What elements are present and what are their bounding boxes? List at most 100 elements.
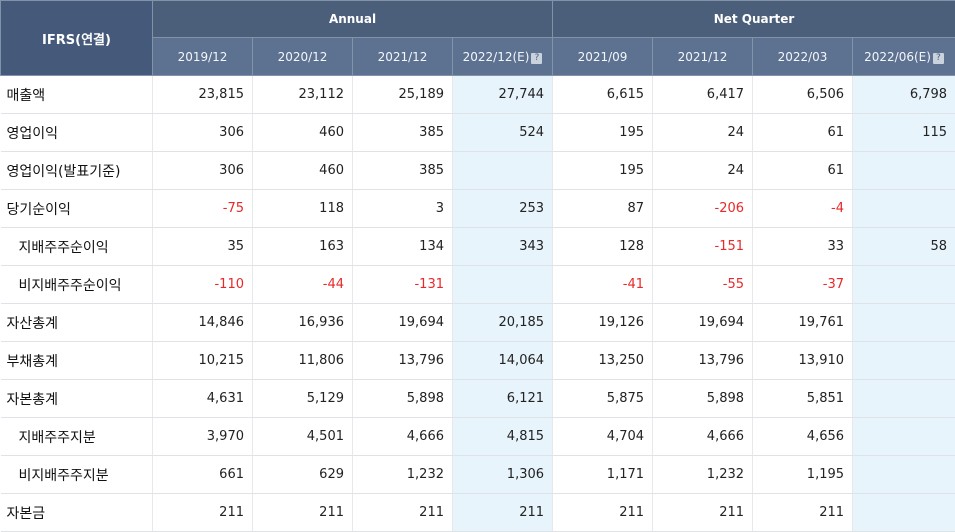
value-cell: 211: [353, 494, 453, 532]
value-cell: -37: [753, 266, 853, 304]
row-label: 지배주주순이익: [1, 228, 153, 266]
value-cell: 460: [253, 114, 353, 152]
value-cell: 211: [153, 494, 253, 532]
value-cell: [453, 266, 553, 304]
value-cell: 10,215: [153, 342, 253, 380]
value-cell: 211: [453, 494, 553, 532]
period-header: 2021/12: [653, 38, 753, 76]
period-header: 2022/03: [753, 38, 853, 76]
row-label: 자본총계: [1, 380, 153, 418]
value-cell: 4,815: [453, 418, 553, 456]
value-cell: 19,694: [653, 304, 753, 342]
value-cell: 14,064: [453, 342, 553, 380]
value-cell: 4,501: [253, 418, 353, 456]
value-cell: 16,936: [253, 304, 353, 342]
value-cell: 1,171: [553, 456, 653, 494]
value-cell: [853, 266, 955, 304]
question-icon[interactable]: ?: [531, 53, 542, 64]
value-cell: 13,796: [653, 342, 753, 380]
value-cell: 23,815: [153, 76, 253, 114]
header-group-row: IFRS(연결) Annual Net Quarter: [1, 1, 955, 38]
value-cell: 128: [553, 228, 653, 266]
value-cell: 629: [253, 456, 353, 494]
value-cell: 13,910: [753, 342, 853, 380]
row-label: 매출액: [1, 76, 153, 114]
value-cell: 11,806: [253, 342, 353, 380]
period-header: 2021/12: [353, 38, 453, 76]
value-cell: 306: [153, 114, 253, 152]
value-cell: 211: [753, 494, 853, 532]
value-cell: 61: [753, 114, 853, 152]
period-header: 2022/12(E)?: [453, 38, 553, 76]
value-cell: -4: [753, 190, 853, 228]
value-cell: 13,250: [553, 342, 653, 380]
value-cell: [853, 456, 955, 494]
value-cell: [853, 342, 955, 380]
row-label: 영업이익: [1, 114, 153, 152]
value-cell: 306: [153, 152, 253, 190]
value-cell: 6,121: [453, 380, 553, 418]
value-cell: 385: [353, 114, 453, 152]
value-cell: 211: [553, 494, 653, 532]
value-cell: 4,704: [553, 418, 653, 456]
value-cell: 25,189: [353, 76, 453, 114]
row-label: 비지배주주지분: [1, 456, 153, 494]
row-label: 부채총계: [1, 342, 153, 380]
value-cell: [453, 152, 553, 190]
value-cell: 6,417: [653, 76, 753, 114]
value-cell: 134: [353, 228, 453, 266]
period-label: 2020/12: [278, 50, 328, 64]
question-icon[interactable]: ?: [933, 53, 944, 64]
value-cell: -131: [353, 266, 453, 304]
value-cell: 61: [753, 152, 853, 190]
value-cell: 13,796: [353, 342, 453, 380]
value-cell: [853, 152, 955, 190]
value-cell: 6,615: [553, 76, 653, 114]
value-cell: -151: [653, 228, 753, 266]
value-cell: 4,631: [153, 380, 253, 418]
row-label: 자본금: [1, 494, 153, 532]
value-cell: 118: [253, 190, 353, 228]
period-label: 2022/03: [778, 50, 828, 64]
value-cell: 5,898: [653, 380, 753, 418]
period-header: 2021/09: [553, 38, 653, 76]
value-cell: 1,306: [453, 456, 553, 494]
value-cell: 5,898: [353, 380, 453, 418]
value-cell: 20,185: [453, 304, 553, 342]
value-cell: 6,798: [853, 76, 955, 114]
value-cell: [853, 494, 955, 532]
value-cell: 195: [553, 152, 653, 190]
value-cell: 19,694: [353, 304, 453, 342]
period-label: 2022/12(E): [463, 50, 530, 64]
value-cell: 87: [553, 190, 653, 228]
period-label: 2022/06(E): [864, 50, 931, 64]
value-cell: 343: [453, 228, 553, 266]
period-header: 2022/06(E)?: [853, 38, 955, 76]
period-label: 2021/12: [678, 50, 728, 64]
value-cell: 4,656: [753, 418, 853, 456]
value-cell: 58: [853, 228, 955, 266]
value-cell: 3: [353, 190, 453, 228]
value-cell: -44: [253, 266, 353, 304]
value-cell: 23,112: [253, 76, 353, 114]
value-cell: 524: [453, 114, 553, 152]
row-label: 자산총계: [1, 304, 153, 342]
value-cell: 5,129: [253, 380, 353, 418]
value-cell: 6,506: [753, 76, 853, 114]
value-cell: 115: [853, 114, 955, 152]
value-cell: 5,851: [753, 380, 853, 418]
value-cell: -75: [153, 190, 253, 228]
value-cell: 4,666: [653, 418, 753, 456]
period-label: 2021/12: [378, 50, 428, 64]
period-label: 2021/09: [578, 50, 628, 64]
